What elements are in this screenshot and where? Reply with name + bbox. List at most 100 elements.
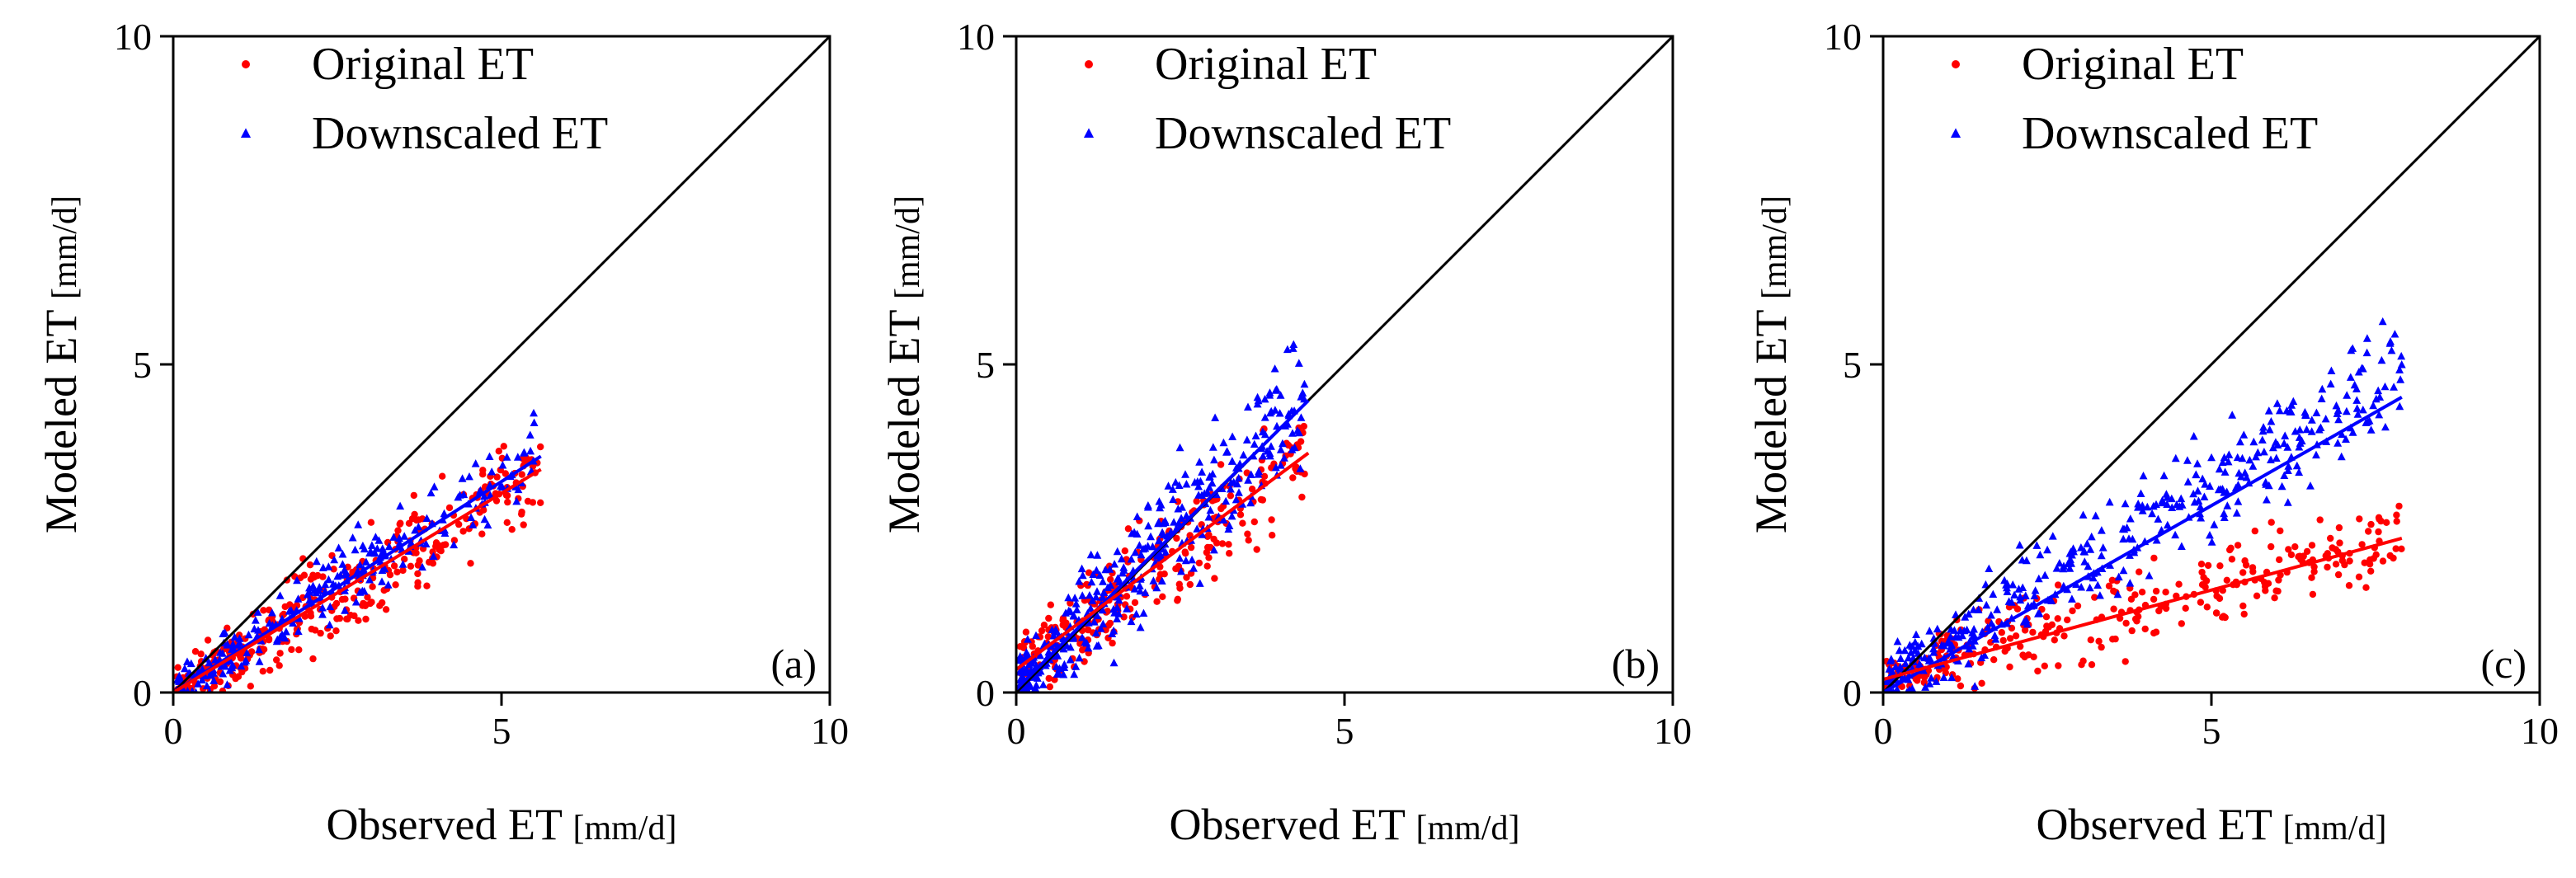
data-point [265, 636, 273, 644]
data-point [240, 657, 249, 666]
data-point [1049, 632, 1058, 640]
data-point [260, 607, 267, 614]
data-point [1071, 594, 1080, 602]
data-point [2277, 481, 2286, 491]
data-point [1109, 626, 1118, 635]
data-point [2386, 337, 2395, 345]
data-point [2162, 589, 2169, 596]
data-point [2086, 545, 2095, 553]
data-point [348, 533, 357, 542]
data-point [1175, 554, 1184, 562]
data-point [1089, 570, 1098, 578]
data-point [1962, 625, 1971, 634]
data-point [2031, 586, 2040, 594]
data-point [2365, 528, 2372, 535]
data-point [1243, 469, 1251, 477]
data-point [326, 602, 335, 611]
one-to-one-line [173, 36, 830, 693]
data-point [2183, 477, 2192, 486]
data-point [2335, 524, 2343, 532]
data-point [2158, 498, 2167, 507]
data-point [2220, 513, 2229, 521]
data-point [1297, 392, 1306, 401]
data-point [2240, 468, 2249, 477]
data-point [1246, 470, 1255, 478]
data-point [186, 659, 195, 668]
data-point [1270, 364, 1279, 373]
data-point [1253, 546, 1260, 553]
data-point [365, 575, 374, 584]
data-point [330, 566, 337, 573]
data-point [2154, 514, 2163, 523]
data-point [1132, 609, 1141, 618]
data-point [2268, 443, 2277, 452]
data-point [2110, 605, 2117, 613]
data-point [2136, 568, 2143, 575]
data-point [2206, 481, 2214, 490]
data-point [1977, 653, 1986, 662]
data-point [1896, 662, 1905, 671]
data-point [2353, 410, 2362, 418]
data-point [1188, 555, 1197, 564]
data-point [2136, 489, 2145, 497]
data-point [2284, 462, 2293, 470]
legend-marker-triangle [1950, 128, 1961, 138]
data-point [333, 615, 341, 622]
data-point [2216, 562, 2224, 570]
data-point [1147, 532, 1155, 541]
data-point [2122, 619, 2130, 627]
data-point [1227, 485, 1235, 493]
data-point [299, 594, 307, 602]
data-point [1048, 625, 1057, 634]
data-point [401, 556, 408, 563]
data-point [1053, 651, 1062, 660]
y-axis-title: Modeled ET [mm/d] [879, 195, 929, 533]
data-point [2012, 632, 2020, 640]
data-point [2196, 502, 2205, 511]
data-point [2259, 423, 2268, 431]
data-point [243, 648, 252, 657]
data-point [2105, 582, 2113, 589]
data-point [327, 632, 334, 640]
data-point [2258, 426, 2268, 435]
data-point [432, 542, 440, 550]
y-tick-label: 10 [114, 16, 152, 58]
data-point [338, 550, 347, 558]
x-axis-unit: [mm/d] [1415, 810, 1519, 847]
data-point [255, 645, 263, 654]
data-point [1078, 591, 1087, 599]
data-point [2232, 509, 2241, 517]
data-point [2289, 397, 2298, 406]
x-tick-label: 0 [164, 710, 183, 752]
data-point [315, 583, 324, 591]
data-point [220, 628, 229, 636]
data-point [2283, 498, 2292, 506]
legend-marker-circle [1952, 60, 1960, 68]
data-point [2366, 556, 2374, 564]
data-point [1182, 480, 1191, 488]
data-point [1971, 682, 1980, 690]
data-point [1175, 481, 1184, 489]
data-point [1908, 641, 1916, 650]
data-point [2259, 448, 2268, 456]
data-point [537, 499, 544, 506]
data-point [219, 669, 228, 678]
legend: Original ET Downscaled ET [1083, 39, 1451, 159]
data-point [2110, 587, 2117, 595]
data-point [318, 603, 327, 612]
data-point [2097, 526, 2106, 534]
data-point [2283, 466, 2292, 474]
data-point [2163, 493, 2172, 501]
data-point [1987, 611, 1995, 619]
data-point [2358, 541, 2366, 548]
data-point [1239, 450, 1248, 459]
data-point [2210, 520, 2219, 528]
data-point [306, 561, 314, 569]
data-point [191, 648, 200, 655]
data-point [1271, 463, 1280, 472]
data-point [1276, 391, 1285, 399]
data-point [2138, 506, 2147, 514]
data-point [1279, 439, 1287, 448]
data-point [1213, 539, 1221, 547]
data-point [1294, 359, 1303, 367]
